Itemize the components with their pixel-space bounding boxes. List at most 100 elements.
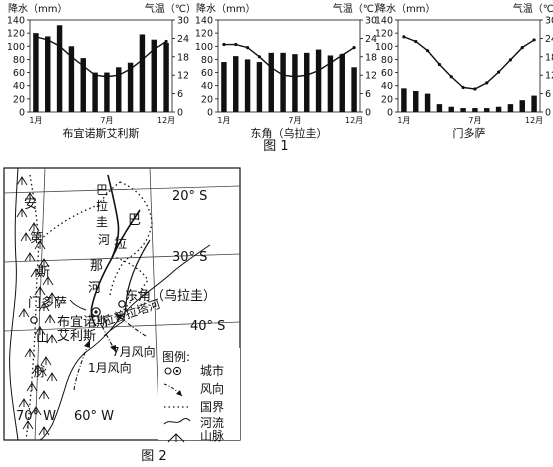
x-tick-label: 1月 <box>397 116 410 125</box>
map-legend: 图例: 城市 风向 国界 河流 山脉 <box>158 348 240 443</box>
station-title: 布宜诺斯艾利斯 <box>63 126 140 140</box>
temperature-point <box>93 73 97 77</box>
left-tick-label: 80 <box>201 55 213 66</box>
temperature-point <box>532 38 536 42</box>
border-north <box>39 181 121 241</box>
temperature-point <box>414 39 418 44</box>
buenos-aires-label-1: 布宜诺斯 <box>57 315 109 330</box>
precip-bar <box>436 104 443 112</box>
right-tick-label: 30 <box>365 16 377 27</box>
temperature-point <box>473 87 477 91</box>
temperature-point <box>234 42 238 47</box>
tributary <box>69 299 87 311</box>
legend-mountain-label: 山脉 <box>200 428 224 443</box>
right-tick-label: 0 <box>545 108 551 119</box>
mountain-symbol <box>26 382 38 392</box>
figure2-caption: 图 2 <box>141 449 166 464</box>
legend-wind-arrowhead <box>176 390 182 396</box>
precip-bar <box>448 106 454 112</box>
plot-frame <box>397 19 541 113</box>
wind-arrowhead-dongjiao <box>116 314 123 320</box>
right-tick-label: 12 <box>365 71 377 82</box>
mountain-symbol <box>42 276 54 286</box>
precip-bar <box>151 39 157 112</box>
left-tick-label: 120 <box>375 29 393 40</box>
buenos-aires-label-2: 艾利斯 <box>57 329 96 344</box>
mountain-symbol <box>38 302 50 312</box>
mountain-symbol <box>24 252 36 262</box>
precip-bar <box>56 25 63 113</box>
temperature-point <box>57 44 62 48</box>
mendoza-city-marker <box>30 316 38 324</box>
ylabel-right: 气温（℃） <box>145 2 196 15</box>
right-tick-label: 18 <box>545 52 553 63</box>
precip-bar <box>116 67 122 112</box>
paraguay-river-char-4: 河 <box>98 233 110 247</box>
mountain-symbol <box>30 268 42 278</box>
temperature-point <box>117 73 121 77</box>
precip-bar <box>304 52 310 112</box>
temperature-point <box>316 69 321 73</box>
wind-january-label: 1月风向 <box>88 360 132 375</box>
range-char-2: 第 <box>30 231 43 246</box>
left-tick-label: 40 <box>201 81 213 92</box>
wind-arrow-dongjiao <box>115 313 147 337</box>
mountain-symbol <box>16 176 28 186</box>
precip-bar <box>92 72 98 112</box>
mountain-symbol <box>38 426 50 436</box>
precip-bar <box>163 43 169 112</box>
wind-july-label: 7月风向 <box>112 344 156 359</box>
temperature-point <box>222 42 226 47</box>
legend-river-label: 河流 <box>200 416 224 430</box>
parana-river-char-2: 拉 <box>114 237 127 252</box>
left-tick-label: 40 <box>381 81 393 92</box>
range-char-5: 脉 <box>34 365 47 380</box>
left-tick-label: 0 <box>387 108 393 119</box>
range-char-4: 山 <box>36 331 49 346</box>
mountain-symbol <box>44 314 56 324</box>
temperature-point <box>257 55 262 59</box>
temperature-point <box>485 81 489 85</box>
temperature-point <box>352 46 356 50</box>
temperature-point <box>461 85 465 90</box>
right-tick-label: 30 <box>177 16 189 27</box>
left-tick-label: 60 <box>381 68 393 79</box>
mountain-symbol <box>46 292 58 302</box>
plot-frame <box>217 19 361 113</box>
temperature-point <box>520 46 524 50</box>
legend-wind-symbol <box>163 383 183 397</box>
mountain-symbol <box>32 364 44 374</box>
east-coastline <box>39 244 211 441</box>
right-tick-label: 6 <box>545 89 551 100</box>
label-70w: 70° W <box>16 409 56 424</box>
precip-bar <box>80 58 86 112</box>
graticule-70w <box>34 167 46 441</box>
ylabel-left: 降水（mm） <box>196 2 255 15</box>
range-char-3: 斯 <box>37 265 50 280</box>
temperature-point <box>81 64 85 68</box>
precip-bar <box>68 46 75 112</box>
dongjiao-label: 东角（乌拉圭） <box>125 288 216 304</box>
precip-bar <box>104 72 110 112</box>
right-tick-label: 18 <box>365 52 377 63</box>
temperature-point <box>449 75 453 79</box>
parana-river-char-4: 河 <box>88 281 101 296</box>
wind-arrowhead-july <box>110 345 116 352</box>
wind-arrowhead-january <box>84 340 90 348</box>
graticule-40s <box>3 321 241 332</box>
range-char-1: 安 <box>24 197 37 212</box>
right-tick-label: 6 <box>177 89 183 100</box>
legend-river-symbol <box>163 417 191 425</box>
precip-bar <box>460 108 466 112</box>
temperature-point <box>496 70 501 74</box>
station-title: 门多萨 <box>453 126 486 140</box>
precip-bar <box>507 104 514 112</box>
precip-bar <box>256 62 263 112</box>
west-coastline <box>9 167 19 441</box>
right-tick-label: 12 <box>177 71 189 82</box>
chart-mendoza: 降水（mm） 气温（℃） 0 20 40 60 80 100 120 140 0 6 12 18 24 30 1… <box>375 2 553 140</box>
temperature-point <box>425 49 430 53</box>
mountain-symbol <box>46 334 58 344</box>
right-tick-label: 0 <box>365 108 371 119</box>
